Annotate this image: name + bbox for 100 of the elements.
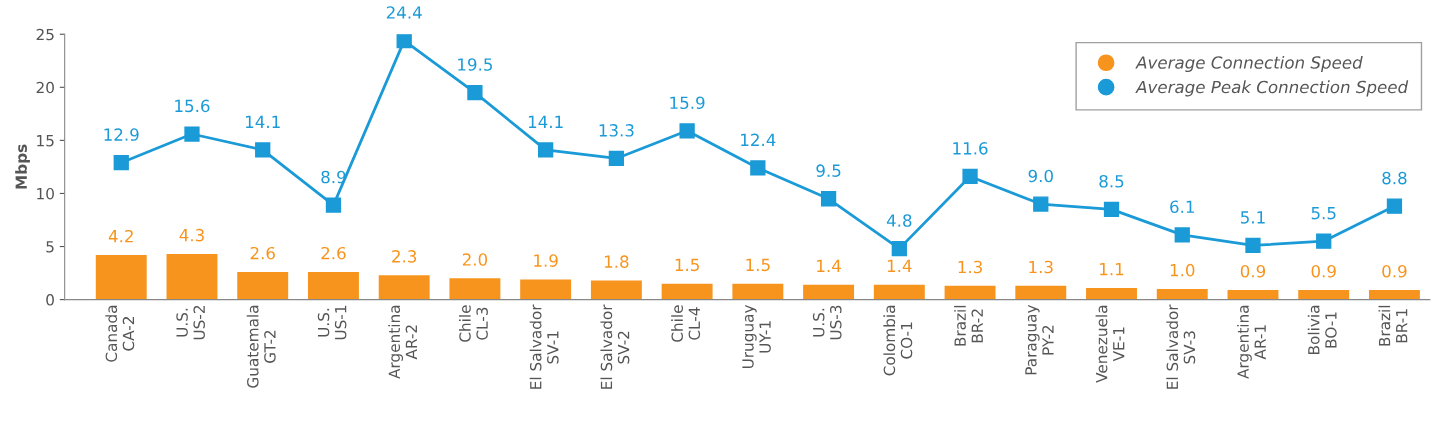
- data-label: 1.1: [1100, 263, 1124, 276]
- point: [1033, 196, 1049, 212]
- data-label: 15.9: [670, 96, 705, 110]
- data-label: 6.1: [1170, 200, 1194, 214]
- bar: [237, 272, 289, 300]
- data-label: 15.6: [175, 99, 210, 113]
- x-tick-label: El Salvador SV-3: [1166, 304, 1196, 389]
- x-tick-label: U.S. US-2: [176, 305, 205, 340]
- bar: [873, 284, 925, 300]
- x-tick-label: Brazil BR-1: [1378, 305, 1408, 346]
- bar: [166, 253, 218, 300]
- x-tick-label: Paraguay PY-2: [1025, 304, 1054, 375]
- data-label: 4.3: [179, 228, 204, 242]
- data-label: 0.9: [1311, 264, 1336, 278]
- data-label: 1.3: [958, 260, 982, 274]
- bar: [1368, 290, 1420, 300]
- bar: [449, 278, 501, 300]
- data-label: 11.6: [953, 142, 988, 155]
- data-label: 1.5: [675, 258, 699, 272]
- data-label: 14.1: [528, 115, 563, 128]
- bar: [803, 284, 855, 300]
- data-label: 14.1: [245, 115, 280, 128]
- data-label: 1.5: [746, 258, 770, 272]
- bar: [732, 283, 784, 300]
- data-label: 4.2: [108, 229, 133, 243]
- x-tick-label: El Salvador SV-1: [529, 304, 559, 389]
- bar: [1086, 287, 1137, 300]
- x-tick-label: Chile CL-3: [458, 305, 488, 342]
- data-label: 9.5: [816, 164, 841, 177]
- y-tick-label: 0: [46, 294, 54, 306]
- x-tick-label: Guatemala GT-2: [246, 305, 276, 388]
- legend-label: Average Peak Connection Speed: [1135, 80, 1409, 97]
- point: [1245, 237, 1261, 254]
- data-label: 0.9: [1240, 264, 1266, 278]
- bar: [1015, 285, 1067, 300]
- data-label: 2.0: [462, 253, 488, 266]
- bar: [661, 283, 713, 300]
- data-label: 0.9: [1382, 264, 1407, 278]
- data-label: 5.1: [1241, 211, 1265, 224]
- x-tick-label: U.S. US-3: [812, 305, 842, 340]
- data-label: 4.8: [886, 214, 912, 227]
- y-axis-title: Mbps: [15, 144, 30, 189]
- x-tick-label: Colombia CO-1: [883, 305, 913, 376]
- data-label: 12.9: [104, 128, 139, 141]
- data-label: 8.5: [1099, 174, 1124, 188]
- bar: [1156, 288, 1208, 300]
- data-label: 1.4: [887, 259, 912, 272]
- point: [962, 168, 978, 185]
- x-tick-label: U.S. US-1: [317, 305, 347, 340]
- data-label: 1.9: [534, 254, 558, 267]
- bar: [307, 272, 359, 300]
- data-label: 1.0: [1170, 263, 1195, 277]
- point: [1316, 233, 1332, 249]
- point: [325, 197, 342, 213]
- point: [1174, 227, 1190, 243]
- data-label: 2.6: [250, 246, 275, 260]
- point: [608, 150, 625, 167]
- point: [113, 155, 129, 171]
- x-tick-label: El Salvador SV-2: [600, 304, 630, 389]
- x-tick-label: Chile CL-4: [671, 305, 701, 342]
- bar: [1298, 290, 1350, 300]
- point: [184, 126, 200, 142]
- y-tick-label: 15: [37, 135, 54, 147]
- x-tick-label: Argentina AR-1: [1237, 305, 1266, 379]
- legend-label: Average Connection Speed: [1135, 55, 1363, 73]
- data-label: 2.3: [392, 250, 417, 263]
- data-label: 13.3: [599, 124, 634, 137]
- point: [538, 142, 554, 158]
- bar: [378, 275, 430, 300]
- x-tick-label: Uruguay UY-1: [742, 304, 771, 369]
- bar: [95, 255, 147, 300]
- point: [1386, 198, 1403, 214]
- point: [255, 142, 271, 158]
- point: [396, 34, 412, 49]
- x-tick-label: Venezuela VE-1: [1095, 305, 1125, 383]
- x-tick-label: Argentina AR-2: [388, 305, 417, 379]
- data-label: 9.0: [1028, 169, 1053, 183]
- data-label: 5.5: [1311, 207, 1336, 220]
- point: [891, 241, 907, 257]
- data-label: 12.4: [741, 133, 776, 146]
- bar: [590, 280, 642, 300]
- bar: [944, 285, 996, 300]
- y-tick-label: 10: [37, 187, 54, 200]
- data-label: 1.4: [817, 259, 841, 272]
- y-tick-label: 25: [36, 28, 54, 41]
- data-label: 1.8: [604, 255, 629, 268]
- data-label: 24.4: [386, 6, 422, 19]
- y-tick-label: 20: [36, 81, 54, 94]
- point: [750, 160, 766, 176]
- point: [467, 84, 483, 101]
- x-tick-label: Canada CA-2: [105, 305, 135, 362]
- x-tick-label: Bolivia BO-1: [1307, 305, 1337, 354]
- x-tick-label: Brazil BR-2: [954, 305, 983, 346]
- point: [1103, 201, 1120, 218]
- y-tick-label: 5: [46, 241, 54, 253]
- bar: [520, 279, 572, 300]
- data-label: 2.6: [321, 246, 346, 260]
- bar: [1227, 290, 1279, 300]
- data-label: 19.5: [458, 58, 493, 71]
- data-label: 1.3: [1029, 260, 1053, 274]
